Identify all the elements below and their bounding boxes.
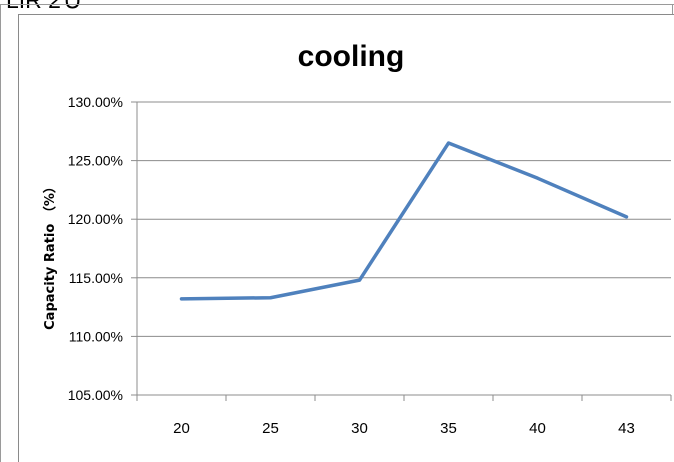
series-layer [179,141,629,301]
y-tick-label: 110.00% [69,328,123,344]
tick-layer: 105.00% 110.00% 115.00% 120.00% 125.00% 130.0… [68,94,672,437]
x-tick-label: 30 [351,420,368,437]
x-tick-label: 25 [262,420,279,437]
y-axis-title: Capacity Ratio （%） [42,180,58,330]
y-tick-label: 115.00% [69,270,123,286]
y-tick-label: 105.00% [68,387,123,403]
clipped-heading-fragment: LIR 2Ｕ [6,0,84,13]
y-tick-label: 130.00% [68,94,123,110]
series-line [179,141,629,301]
y-tick-label: 125.00% [68,153,123,169]
x-tick-label: 40 [529,420,546,437]
data-point [536,176,539,180]
x-tick-label: 43 [618,420,635,437]
x-tick-label: 35 [440,420,457,437]
data-point [180,297,183,301]
data-point [269,296,272,300]
x-tick-label: 20 [173,420,190,437]
data-point [358,278,361,282]
axis-layer [136,102,671,396]
y-tick-label: 120.00% [68,211,123,227]
data-point [447,141,450,145]
chart-frame [18,14,674,462]
data-point [625,215,628,219]
grid-layer [137,101,671,396]
outer-frame-left [0,4,1,462]
chart-title: cooling [298,40,405,73]
outer-frame-top [0,4,674,5]
